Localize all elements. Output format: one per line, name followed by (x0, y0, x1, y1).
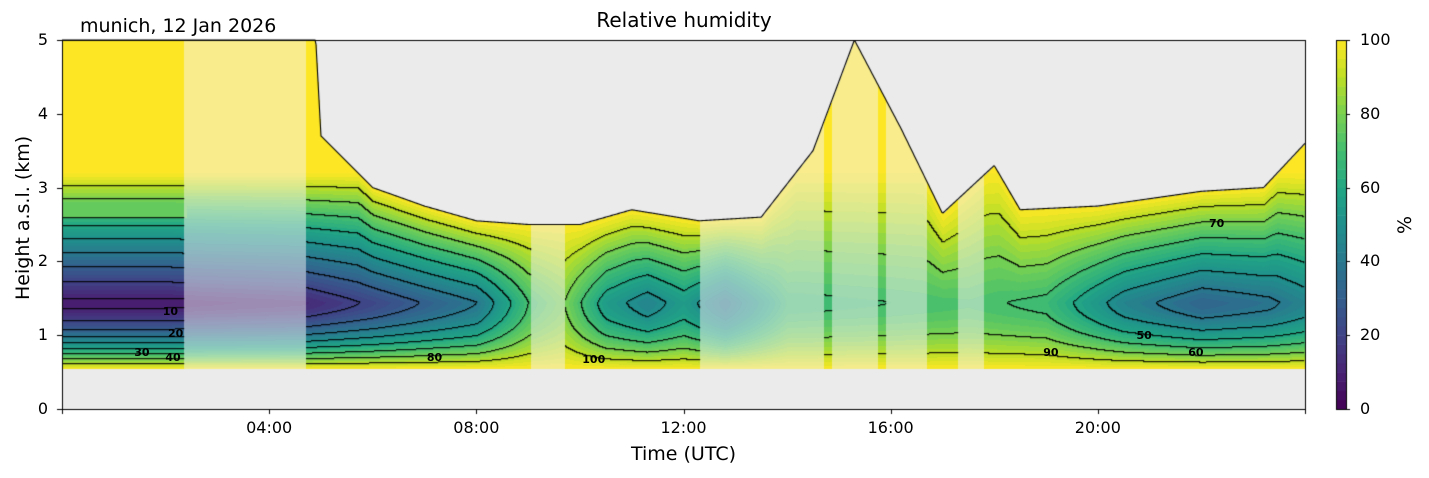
x-tick-label: 08:00 (453, 418, 500, 437)
y-tick-label: 3 (37, 177, 48, 197)
colorbar-tick-label: 80 (1360, 103, 1381, 123)
chart-title: Relative humidity (596, 8, 772, 32)
colorbar-tick-label: 40 (1360, 251, 1381, 271)
x-tick-label: 12:00 (660, 418, 707, 437)
colorbar-tick-label: 100 (1360, 30, 1391, 49)
y-tick-label: 5 (37, 30, 48, 49)
contour-label: 50 (1136, 328, 1152, 342)
colorbar-tick-label: 0 (1360, 399, 1371, 418)
contour-label: 20 (167, 327, 184, 341)
y-tick-label: 2 (37, 251, 48, 271)
x-tick-label: 04:00 (246, 418, 293, 437)
contour-label: 90 (1043, 345, 1059, 359)
y-tick-label: 1 (37, 325, 48, 345)
x-axis-label: Time (UTC) (630, 443, 737, 465)
contour-label: 100 (582, 353, 606, 367)
location-date-subtitle: munich, 12 Jan 2026 (80, 15, 277, 37)
contour-label: 10 (162, 305, 179, 319)
y-axis-label: Height a.s.l. (km) (12, 135, 34, 300)
y-tick-label: 0 (37, 399, 48, 418)
contour-label: 70 (1208, 216, 1225, 230)
contour-label: 30 (134, 345, 150, 359)
x-tick-label: 16:00 (867, 418, 914, 437)
contour-label: 60 (1188, 345, 1204, 359)
x-tick-label: 20:00 (1074, 418, 1121, 437)
y-tick-label: 4 (37, 103, 48, 123)
contour-label: 80 (426, 350, 443, 364)
colorbar-label: % (1394, 215, 1417, 235)
colorbar-tick-label: 60 (1360, 177, 1381, 197)
contour-label: 40 (165, 350, 181, 364)
colorbar-tick-label: 20 (1360, 325, 1381, 345)
